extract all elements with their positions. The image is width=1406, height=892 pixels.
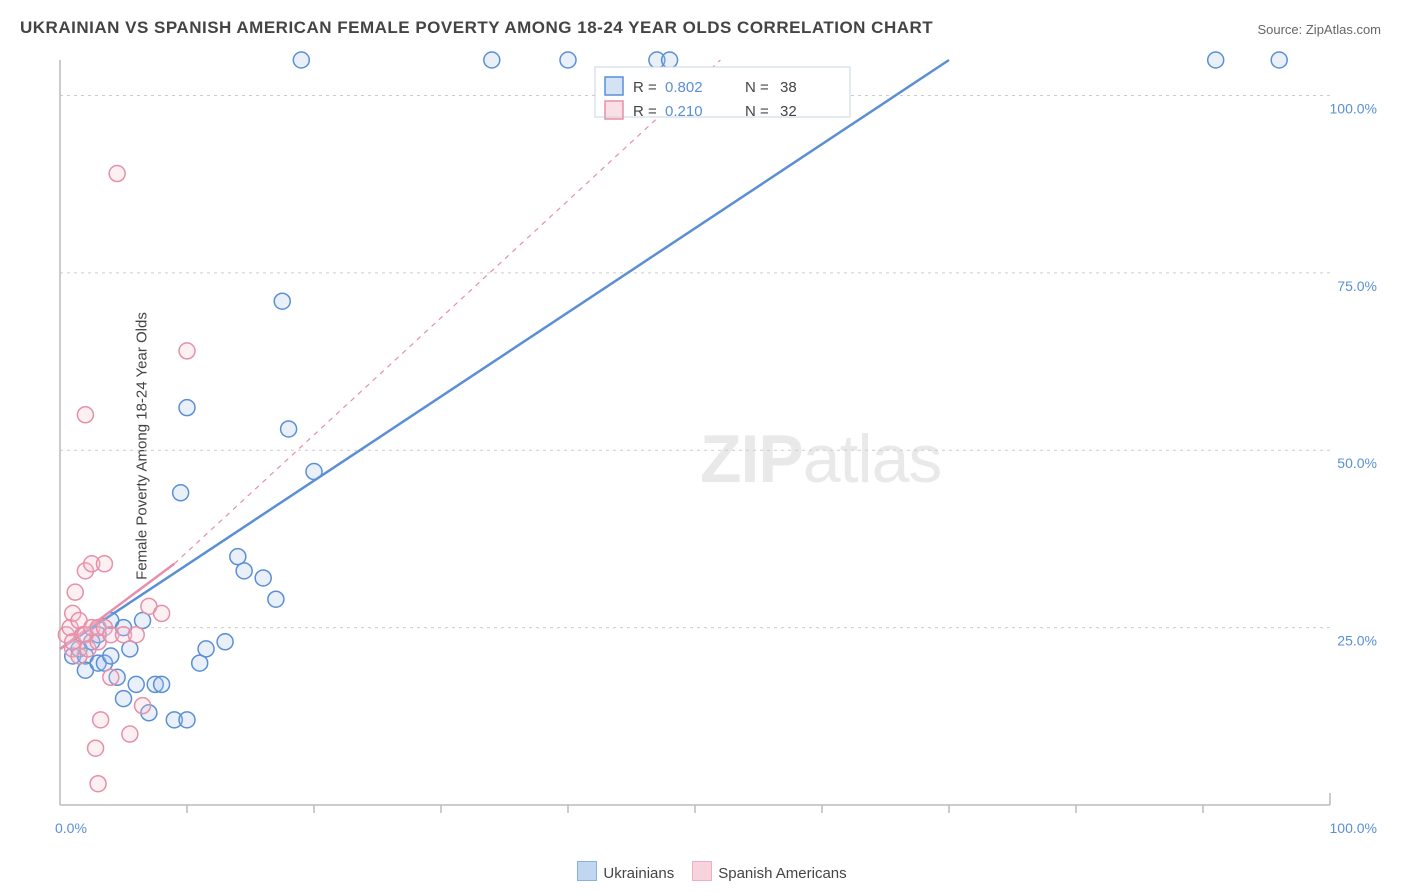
legend-r-label: R =	[633, 79, 657, 96]
legend-series-label: Ukrainians	[603, 865, 674, 882]
legend-swatch	[577, 861, 597, 881]
source-attribution: Source: ZipAtlas.com	[1257, 22, 1381, 37]
data-point	[179, 400, 195, 416]
data-point	[484, 52, 500, 68]
data-point	[96, 556, 112, 572]
data-point	[93, 712, 109, 728]
chart-title: UKRAINIAN VS SPANISH AMERICAN FEMALE POV…	[20, 18, 933, 38]
legend-series-label: Spanish Americans	[718, 865, 846, 882]
y-tick-label: 100.0%	[1330, 100, 1377, 116]
data-point	[103, 669, 119, 685]
x-tick-left: 0.0%	[55, 820, 87, 836]
data-point	[135, 698, 151, 714]
data-point	[67, 584, 83, 600]
data-point	[274, 293, 290, 309]
data-point	[268, 591, 284, 607]
legend-swatch	[605, 77, 623, 95]
data-point	[154, 605, 170, 621]
bottom-legend: Ukrainians Spanish Americans	[0, 861, 1406, 882]
data-point	[198, 641, 214, 657]
legend-n-value: 32	[780, 103, 797, 120]
data-point	[179, 712, 195, 728]
data-point	[88, 740, 104, 756]
data-point	[1271, 52, 1287, 68]
legend-r-label: R =	[633, 103, 657, 120]
data-point	[122, 726, 138, 742]
data-point	[662, 52, 678, 68]
legend-r-value: 0.210	[665, 103, 703, 120]
data-point	[128, 676, 144, 692]
data-point	[90, 776, 106, 792]
data-point	[103, 648, 119, 664]
data-point	[1208, 52, 1224, 68]
y-tick-label: 50.0%	[1337, 455, 1377, 471]
data-point	[116, 691, 132, 707]
y-tick-label: 25.0%	[1337, 633, 1377, 649]
legend-n-value: 38	[780, 79, 797, 96]
x-tick-right: 100.0%	[1330, 820, 1377, 836]
legend-n-label: N =	[745, 79, 769, 96]
data-point	[128, 627, 144, 643]
chart-svg: 25.0%50.0%75.0%100.0%0.0%100.0%R =0.802N…	[55, 55, 1385, 825]
legend-n-label: N =	[745, 103, 769, 120]
data-point	[217, 634, 233, 650]
data-point	[306, 464, 322, 480]
data-point	[154, 676, 170, 692]
scatter-plot: 25.0%50.0%75.0%100.0%0.0%100.0%R =0.802N…	[55, 55, 1385, 825]
data-point	[255, 570, 271, 586]
data-point	[281, 421, 297, 437]
data-point	[560, 52, 576, 68]
data-point	[293, 52, 309, 68]
data-point	[173, 485, 189, 501]
trend-line-dashed	[174, 60, 720, 564]
y-tick-label: 75.0%	[1337, 278, 1377, 294]
legend-swatch	[692, 861, 712, 881]
data-point	[179, 343, 195, 359]
data-point	[77, 407, 93, 423]
legend-swatch	[605, 101, 623, 119]
data-point	[109, 166, 125, 182]
legend-r-value: 0.802	[665, 79, 703, 96]
data-point	[236, 563, 252, 579]
